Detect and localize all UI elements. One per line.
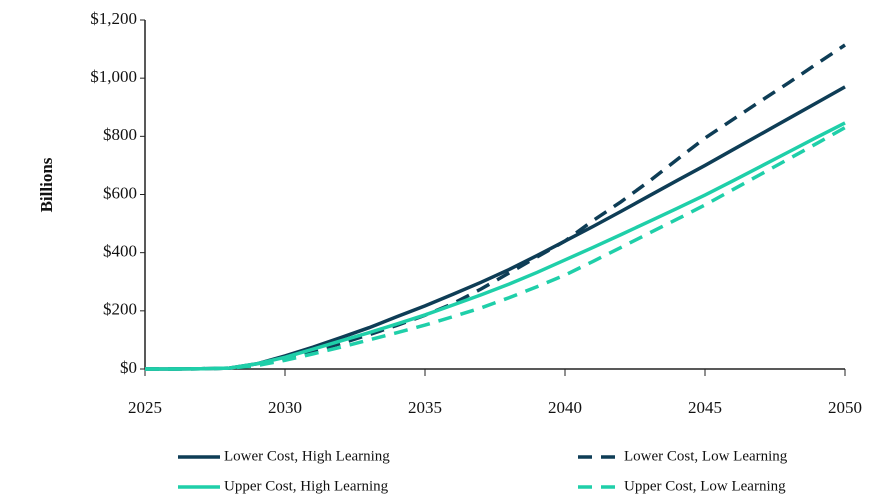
- y-tick-label: $400: [103, 242, 137, 261]
- x-tick-label: 2035: [408, 398, 442, 417]
- series-line: [145, 126, 846, 371]
- series-line: [145, 121, 846, 371]
- x-tick-label: 2040: [548, 398, 582, 417]
- y-tick-label: $600: [103, 183, 137, 202]
- x-tick-label: 2045: [688, 398, 722, 417]
- y-tick-label: $1,000: [90, 67, 137, 86]
- y-tick-label: $200: [103, 300, 137, 319]
- legend-label: Lower Cost, High Learning: [224, 448, 390, 464]
- x-tick-label: 2050: [828, 398, 862, 417]
- x-tick-label: 2025: [128, 398, 162, 417]
- legend-label: Lower Cost, Low Learning: [624, 448, 788, 464]
- legend-label: Upper Cost, Low Learning: [624, 478, 786, 494]
- series-line: [145, 43, 846, 371]
- y-tick-label: $0: [120, 358, 137, 377]
- y-tick-label: $800: [103, 125, 137, 144]
- x-tick-label: 2030: [268, 398, 302, 417]
- y-tick-label: $1,200: [90, 9, 137, 28]
- y-axis-label: Billions: [37, 157, 56, 212]
- legend-label: Upper Cost, High Learning: [224, 478, 389, 494]
- series-line: [145, 85, 846, 371]
